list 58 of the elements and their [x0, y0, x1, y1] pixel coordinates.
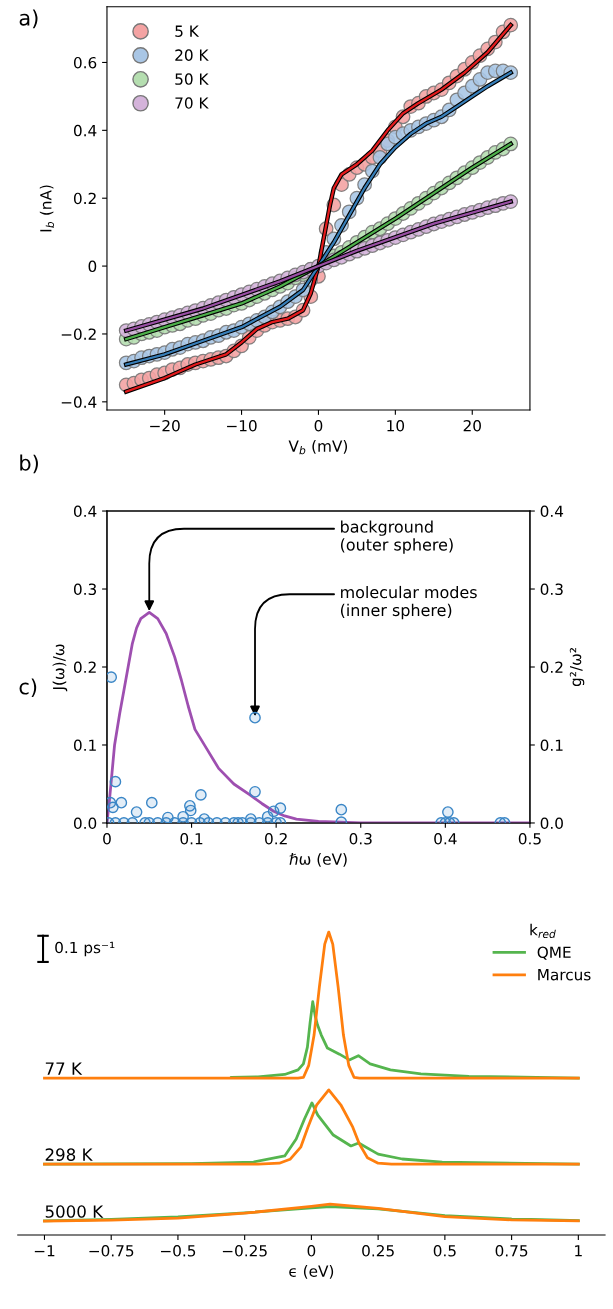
y2-axis-title: g²/ω² — [569, 648, 585, 687]
x-tick-label: 0.75 — [495, 1245, 528, 1257]
x-tick-label: −0.5 — [161, 1245, 196, 1257]
annotation: 0.1 ps⁻¹ — [55, 941, 115, 957]
x-tick-label: −10 — [227, 419, 257, 432]
legend-label: 5 K — [175, 25, 200, 37]
annotation: 5000 K — [45, 1205, 104, 1218]
y-tick-label: 0.0 — [73, 817, 97, 829]
y2-tick-label: 0.3 — [540, 583, 563, 596]
x-axis-title: ϵ (eV) — [289, 1265, 334, 1279]
annotation: background (outer sphere) — [340, 520, 453, 554]
y-tick-label: 0.4 — [73, 124, 97, 137]
x-tick-label: −0.75 — [89, 1245, 134, 1257]
y-tick-label: 0 — [88, 260, 97, 273]
annotation: 298 K — [45, 1148, 93, 1161]
legend-label: 20 K — [175, 49, 209, 61]
text: c) — [19, 678, 37, 698]
legend-title: k$_{red}$ — [530, 923, 556, 939]
legend-label: QME — [537, 946, 571, 960]
x-tick-label: 1 — [575, 1245, 582, 1257]
y2-tick-label: 0.2 — [540, 661, 563, 674]
x-axis-title: V$_{b}$ (mV) — [288, 440, 348, 455]
y-axis-title: I$_{b}$ (nA) — [39, 185, 55, 232]
x-tick-label: 0.3 — [349, 832, 372, 845]
annotation: 77 K — [45, 1062, 83, 1075]
y-tick-label: 0.2 — [73, 192, 96, 205]
x-tick-label: 0.5 — [518, 832, 541, 845]
x-tick-label: 10 — [387, 419, 405, 432]
x-tick-label: −1 — [34, 1245, 55, 1257]
y-tick-label: −0.4 — [61, 396, 97, 408]
y-tick-label: 0.3 — [73, 583, 97, 596]
y-tick-label: 0.2 — [73, 661, 96, 674]
text: a) — [19, 9, 38, 29]
y-tick-label: 0.4 — [73, 505, 97, 518]
y-axis-title: J(ω)/ω — [52, 644, 68, 692]
x-tick-label: 0.4 — [434, 832, 457, 845]
x-tick-label: −0.25 — [222, 1245, 267, 1257]
x-tick-label: 0.1 — [180, 832, 203, 845]
x-tick-label: 0.25 — [362, 1245, 394, 1257]
x-tick-label: −20 — [150, 419, 180, 432]
x-tick-label: 0 — [314, 419, 323, 432]
y-tick-label: 0.6 — [73, 56, 97, 69]
x-tick-label: 20 — [463, 419, 481, 432]
legend-label: 50 K — [175, 73, 209, 85]
y-tick-label: −0.2 — [61, 328, 96, 340]
text: b) — [20, 454, 38, 474]
x-tick-label: 0 — [307, 1245, 316, 1257]
x-tick-label: 0.2 — [265, 832, 287, 845]
y2-tick-label: 0.4 — [540, 505, 564, 518]
x-tick-label: 0 — [103, 832, 111, 845]
x-tick-label: 0.5 — [433, 1245, 456, 1257]
y-tick-label: 0.1 — [73, 739, 96, 752]
annotation: molecular modes (inner sphere) — [340, 585, 477, 620]
y2-tick-label: 0.1 — [540, 739, 563, 752]
x-axis-title: ℏω (eV) — [289, 853, 347, 867]
y2-tick-label: 0.0 — [540, 817, 563, 829]
legend-label: 70 K — [175, 97, 209, 109]
legend-label: Marcus — [538, 969, 591, 981]
